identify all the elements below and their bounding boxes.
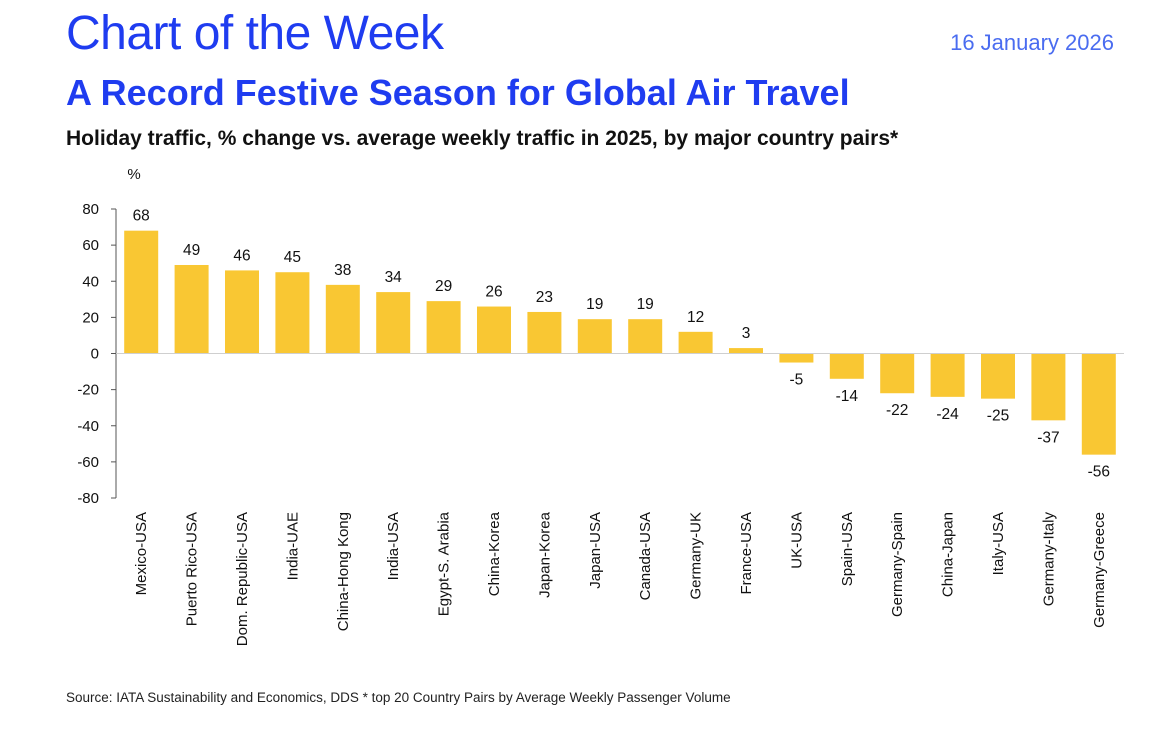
category-label: Canada-USA xyxy=(637,512,654,600)
series-title: Chart of the Week xyxy=(66,7,444,60)
data-label: -24 xyxy=(936,406,959,423)
data-label: 26 xyxy=(485,284,502,301)
category-label: Egypt-S. Arabia xyxy=(436,511,453,616)
category-label: Dom. Republic-USA xyxy=(234,512,251,646)
data-label: 3 xyxy=(742,325,751,342)
data-label: 12 xyxy=(687,309,704,326)
bar xyxy=(729,348,763,354)
y-tick-label: 20 xyxy=(82,309,99,326)
bar xyxy=(880,353,915,394)
data-label: 46 xyxy=(233,247,250,264)
bar-chart: % 80 60 40 20 0 -20 -40 -60 -80 68 Mexico-USA 49 Puer… xyxy=(77,166,1124,646)
data-label: -56 xyxy=(1088,464,1110,481)
category-label: Italy-USA xyxy=(990,512,1007,575)
bar xyxy=(779,353,814,363)
y-tick-label: 80 xyxy=(82,201,99,218)
y-tick-label: 0 xyxy=(91,346,99,363)
category-label: India-UAE xyxy=(284,512,301,580)
data-label: 49 xyxy=(183,242,200,259)
y-tick-label: -20 xyxy=(77,382,99,399)
bar xyxy=(124,230,159,354)
data-label: 23 xyxy=(536,289,553,306)
category-label: Germany-Spain xyxy=(889,512,906,617)
category-label: France-USA xyxy=(738,512,755,595)
data-label: -25 xyxy=(987,408,1009,425)
category-label: Puerto Rico-USA xyxy=(184,512,201,626)
data-label: 68 xyxy=(133,208,150,225)
bar xyxy=(1081,353,1116,455)
data-label: 29 xyxy=(435,278,452,295)
data-label: -14 xyxy=(836,388,859,405)
data-label: -5 xyxy=(790,372,804,389)
category-label: India-USA xyxy=(385,512,402,580)
bar xyxy=(1031,353,1066,421)
bar xyxy=(225,270,259,354)
category-label: Japan-Korea xyxy=(536,511,553,598)
data-label: 19 xyxy=(586,296,603,313)
bar xyxy=(678,331,713,354)
y-tick-label: 40 xyxy=(82,273,99,290)
category-label: Germany-UK xyxy=(688,512,705,600)
data-label: 19 xyxy=(637,296,654,313)
category-label: Germany-Italy xyxy=(1040,512,1057,607)
category-label: Germany-Greece xyxy=(1091,512,1108,628)
bar xyxy=(376,292,411,354)
bar xyxy=(477,306,511,354)
category-label: China-Hong Kong xyxy=(335,512,352,631)
chart-subtitle: Holiday traffic, % change vs. average we… xyxy=(66,127,899,150)
bar xyxy=(577,319,612,354)
category-label: China-Korea xyxy=(486,511,503,596)
headline: A Record Festive Season for Global Air T… xyxy=(66,72,850,113)
bar xyxy=(930,353,965,397)
bar xyxy=(275,272,310,354)
data-label: 38 xyxy=(334,262,351,279)
bar xyxy=(426,301,461,354)
bar xyxy=(527,311,562,354)
category-label: Mexico-USA xyxy=(133,512,150,595)
bar xyxy=(325,284,360,354)
bar xyxy=(981,353,1015,399)
y-tick-label: -60 xyxy=(77,454,99,471)
y-tick-label: -40 xyxy=(77,418,99,435)
bar xyxy=(174,264,209,354)
bar xyxy=(628,319,663,354)
data-label: 45 xyxy=(284,249,301,266)
data-label: 34 xyxy=(385,269,403,286)
category-label: Japan-USA xyxy=(587,512,604,589)
y-axis-unit-label: % xyxy=(127,166,140,183)
source-note: Source: IATA Sustainability and Economic… xyxy=(66,690,731,705)
publication-date: 16 January 2026 xyxy=(950,30,1114,55)
data-label: -37 xyxy=(1037,429,1059,446)
category-label: UK-USA xyxy=(788,512,805,569)
data-label: -22 xyxy=(886,402,908,419)
category-label: Spain-USA xyxy=(839,512,856,586)
y-tick-label: 60 xyxy=(82,237,99,254)
bar xyxy=(829,353,864,379)
y-tick-label: -80 xyxy=(77,490,99,507)
category-label: China-Japan xyxy=(940,512,957,597)
